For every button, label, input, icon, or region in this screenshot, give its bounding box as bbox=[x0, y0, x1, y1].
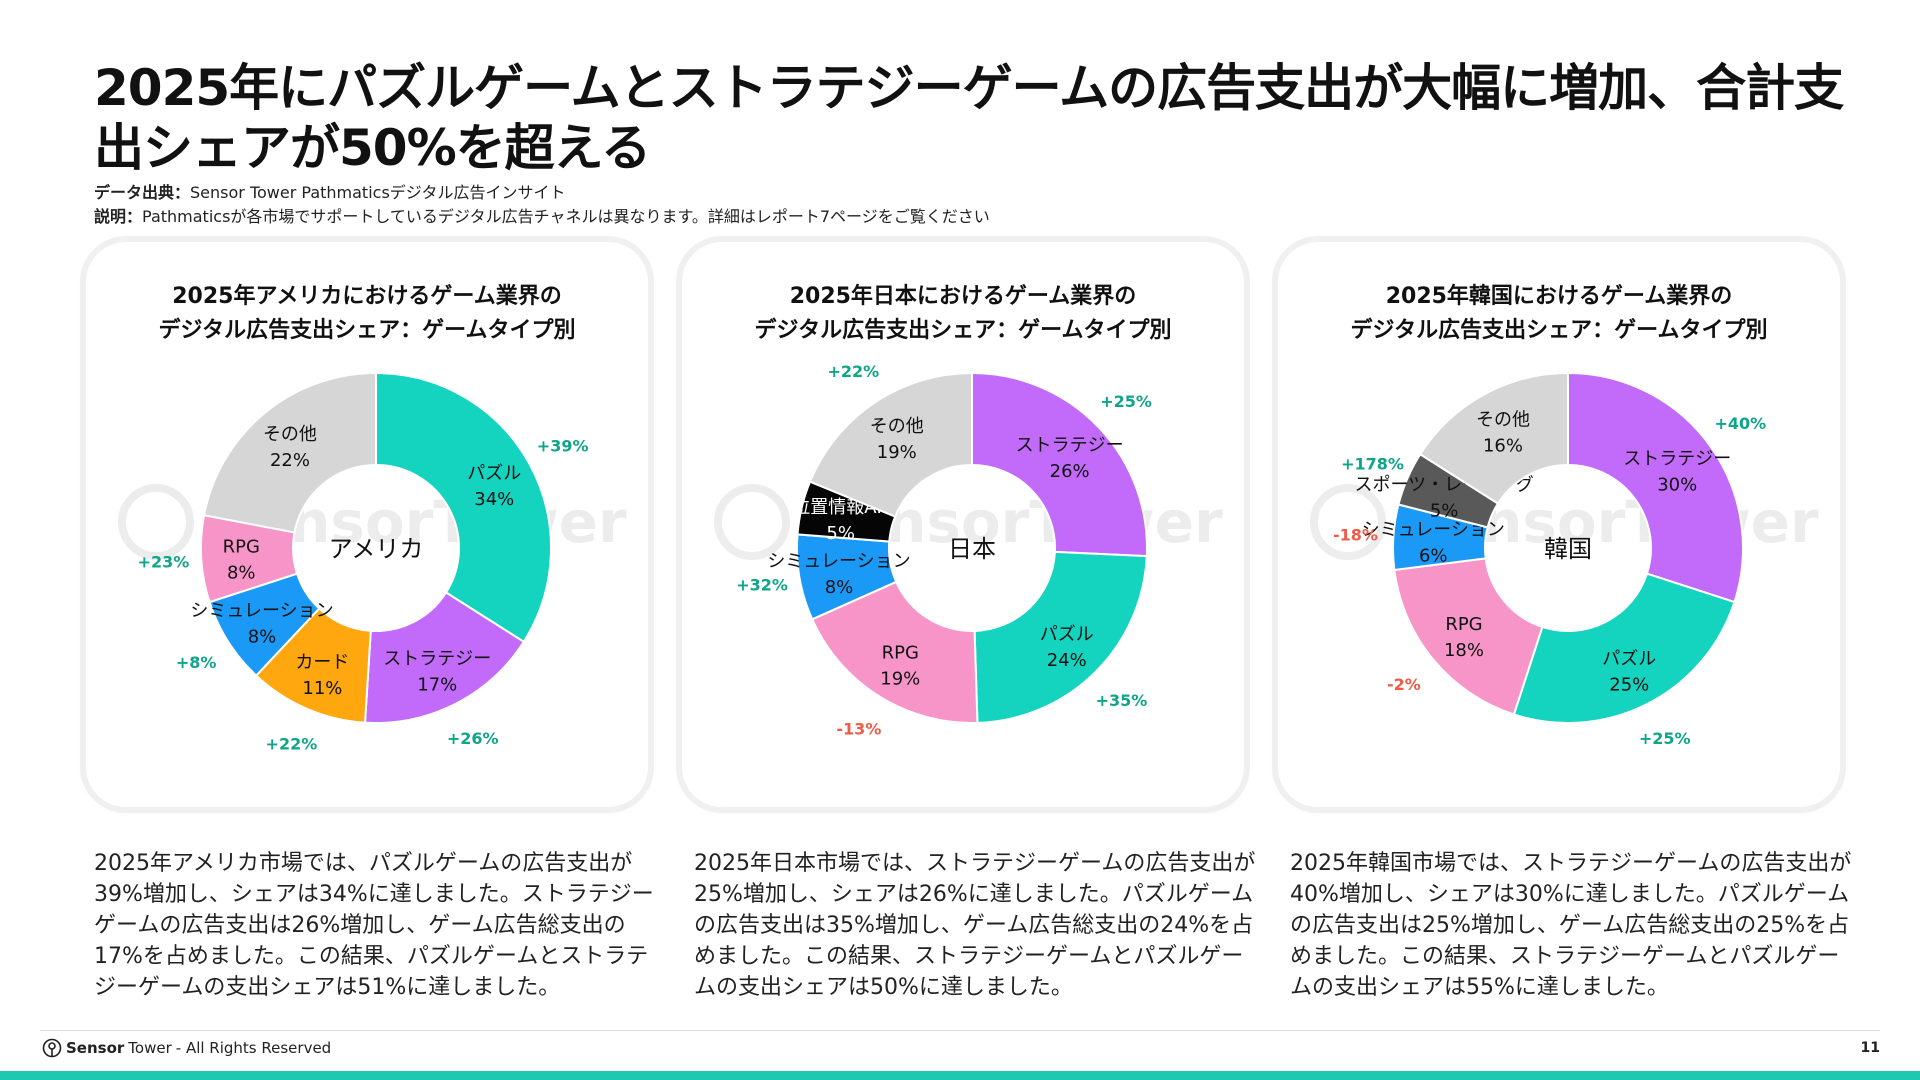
slice-change-card: +22% bbox=[266, 734, 318, 753]
slice-value-puzzle: 24% bbox=[1047, 650, 1087, 671]
slice-value-strategy: 30% bbox=[1657, 475, 1697, 496]
page-number: 11 bbox=[1860, 1040, 1880, 1056]
slice-change-simulation: +8% bbox=[176, 653, 217, 672]
slice-puzzle bbox=[1512, 572, 1736, 724]
slice-name-rpg: RPG bbox=[223, 536, 260, 557]
slice-value-other: 19% bbox=[877, 442, 917, 463]
slice-change-strategy: +40% bbox=[1714, 414, 1766, 433]
donut-chart-japan: SensorTowerストラテジー26%+25%パズル24%+35%RPG19%… bbox=[714, 362, 1223, 738]
slice-rpg bbox=[1393, 557, 1544, 716]
note-text: Pathmaticsが各市場でサポートしているデジタル広告チャネルは異なります。… bbox=[142, 207, 990, 226]
footer-divider bbox=[40, 1030, 1880, 1031]
slice-strategy bbox=[1567, 371, 1744, 604]
slice-change-rpg: -13% bbox=[836, 719, 881, 738]
slice-name-simulation: シミュレーション bbox=[1362, 520, 1505, 541]
footer-brand-bold: Sensor bbox=[66, 1039, 125, 1057]
center-label: 韓国 bbox=[1544, 535, 1592, 563]
slice-value-strategy: 26% bbox=[1050, 461, 1090, 482]
slice-name-rpg: RPG bbox=[882, 642, 919, 663]
slice-name-rpg: RPG bbox=[1445, 614, 1482, 635]
description-usa: 2025年アメリカ市場では、パズルゲームの広告支出が39%増加し、シェアは34%… bbox=[94, 851, 654, 1000]
slice-name-puzzle: パズル bbox=[467, 463, 521, 484]
description-japan: 2025年日本市場では、ストラテジーゲームの広告支出が25%増加し、シェアは26… bbox=[694, 851, 1256, 1000]
chart-title-japan: 2025年日本におけるゲーム業界の デジタル広告支出シェア：ゲームタイプ別 bbox=[754, 284, 1172, 343]
slice-rpg bbox=[810, 580, 979, 724]
slice-change-rpg: -2% bbox=[1387, 675, 1421, 694]
slice-change-sports-racing: +178% bbox=[1341, 454, 1404, 473]
center-label: 日本 bbox=[948, 535, 996, 563]
slice-name-strategy: ストラテジー bbox=[1016, 435, 1124, 456]
slice-name-simulation: シミュレーション bbox=[190, 600, 333, 621]
slice-change-puzzle: +39% bbox=[537, 436, 589, 455]
slice-other bbox=[1418, 371, 1569, 505]
chart-title-usa: 2025年アメリカにおけるゲーム業界の デジタル広告支出シェア：ゲームタイプ別 bbox=[158, 284, 576, 343]
footer-rights: - All Rights Reserved bbox=[175, 1039, 332, 1057]
slice-other bbox=[202, 371, 377, 534]
slice-change-other: +22% bbox=[827, 362, 879, 381]
slice-value-other: 16% bbox=[1483, 436, 1523, 457]
chart-card-japan: 2025年日本におけるゲーム業界の デジタル広告支出シェア：ゲームタイプ別 Se… bbox=[682, 242, 1244, 807]
slice-change-puzzle: +25% bbox=[1639, 729, 1691, 748]
slice-name-other: その他 bbox=[870, 416, 924, 437]
slice-value-card: 11% bbox=[302, 678, 342, 699]
slice-other bbox=[808, 371, 973, 518]
slice-change-strategy: +26% bbox=[447, 729, 499, 748]
page-title: 2025年にパズルゲームとストラテジーゲームの広告支出が大幅に増加、合計支出シェ… bbox=[94, 59, 1844, 177]
description-korea: 2025年韓国市場では、ストラテジーゲームの広告支出が40%増加し、シェアは30… bbox=[1290, 851, 1852, 1000]
chart-title-korea: 2025年韓国におけるゲーム業界の デジタル広告支出シェア：ゲームタイプ別 bbox=[1350, 284, 1768, 343]
slice-value-location-ar: 5% bbox=[826, 523, 855, 544]
slice-value-puzzle: 25% bbox=[1609, 674, 1649, 695]
slice-value-simulation: 6% bbox=[1419, 546, 1448, 567]
data-source-text: Sensor Tower Pathmaticsデジタル広告インサイト bbox=[190, 183, 566, 202]
slice-name-strategy: ストラテジー bbox=[383, 648, 491, 669]
slice-value-other: 22% bbox=[270, 450, 310, 471]
slice-name-card: カード bbox=[295, 652, 349, 673]
slice-strategy bbox=[971, 371, 1148, 558]
watermark-logo-icon bbox=[118, 484, 194, 560]
slice-change-simulation: +32% bbox=[736, 575, 788, 594]
slice-change-rpg: +23% bbox=[138, 552, 190, 571]
slice-puzzle bbox=[375, 371, 552, 644]
slice-value-simulation: 8% bbox=[248, 626, 277, 647]
footer-brand-rest: Tower bbox=[128, 1039, 172, 1057]
note-line: 説明：Pathmaticsが各市場でサポートしているデジタル広告チャネルは異なり… bbox=[94, 206, 990, 228]
slice-strategy bbox=[363, 591, 526, 724]
sensor-tower-logo-icon bbox=[42, 1038, 62, 1058]
center-label: アメリカ bbox=[329, 535, 424, 563]
slice-value-rpg: 8% bbox=[227, 562, 256, 583]
data-source-label: データ出典： bbox=[94, 183, 191, 202]
slice-name-puzzle: パズル bbox=[1040, 624, 1094, 645]
slice-value-sports-racing: 5% bbox=[1430, 500, 1459, 521]
slice-value-puzzle: 34% bbox=[474, 489, 514, 510]
bottom-accent-bar bbox=[0, 1071, 1920, 1080]
slice-puzzle bbox=[973, 550, 1148, 724]
note-label: 説明： bbox=[94, 207, 143, 226]
slice-value-rpg: 19% bbox=[880, 668, 920, 689]
slice-value-simulation: 8% bbox=[825, 577, 854, 598]
donut-chart-korea: SensorTowerストラテジー30%+40%パズル25%+25%RPG18%… bbox=[1310, 371, 1819, 748]
slice-name-other: その他 bbox=[1476, 410, 1530, 431]
chart-card-korea: 2025年韓国におけるゲーム業界の デジタル広告支出シェア：ゲームタイプ別 Se… bbox=[1278, 242, 1840, 807]
slice-value-strategy: 17% bbox=[417, 674, 457, 695]
chart-card-usa: 2025年アメリカにおけるゲーム業界の デジタル広告支出シェア：ゲームタイプ別 … bbox=[86, 242, 648, 807]
donut-chart-usa: SensorTowerパズル34%+39%ストラテジー17%+26%カード11%… bbox=[118, 371, 627, 753]
slice-change-simulation: -18% bbox=[1333, 526, 1378, 545]
slice-change-strategy: +25% bbox=[1100, 392, 1152, 411]
slice-change-puzzle: +35% bbox=[1096, 691, 1148, 710]
watermark-logo-icon bbox=[1310, 484, 1386, 560]
footer-brand: Sensor Tower - All Rights Reserved bbox=[42, 1038, 331, 1058]
data-source-line: データ出典：Sensor Tower Pathmaticsデジタル広告インサイト bbox=[94, 182, 565, 204]
slice-name-other: その他 bbox=[263, 424, 317, 445]
slice-name-puzzle: パズル bbox=[1602, 648, 1656, 669]
watermark-logo-icon bbox=[714, 484, 790, 560]
slice-name-simulation: シミュレーション bbox=[767, 551, 910, 572]
slice-name-strategy: ストラテジー bbox=[1623, 449, 1731, 470]
slice-value-rpg: 18% bbox=[1444, 640, 1484, 661]
